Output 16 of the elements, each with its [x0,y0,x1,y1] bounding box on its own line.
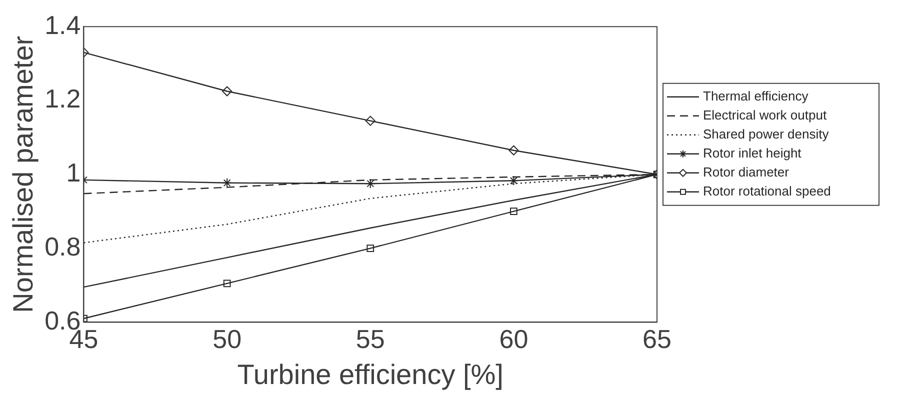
y-axis-title: Normalised parameter [8,36,39,313]
legend-label: Rotor inlet height [703,145,802,160]
y-tick-label: 1.4 [44,10,81,40]
y-tick-label: 1.2 [44,84,81,114]
y-tick-label: 1 [66,158,81,188]
legend-label: Shared power density [703,126,830,142]
x-tick-label: 50 [212,324,242,354]
x-tick-label: 65 [642,324,672,354]
legend-label: Rotor rotational speed [703,183,831,198]
x-axis-title: Turbine efficiency [%] [237,358,504,390]
legend-label: Thermal efficiency [703,88,809,104]
x-tick-label: 55 [356,324,385,354]
legend-label: Electrical work output [703,107,827,122]
legend-label: Rotor diameter [703,164,790,180]
y-tick-label: 0.8 [44,231,81,262]
x-tick-label: 60 [499,324,528,354]
